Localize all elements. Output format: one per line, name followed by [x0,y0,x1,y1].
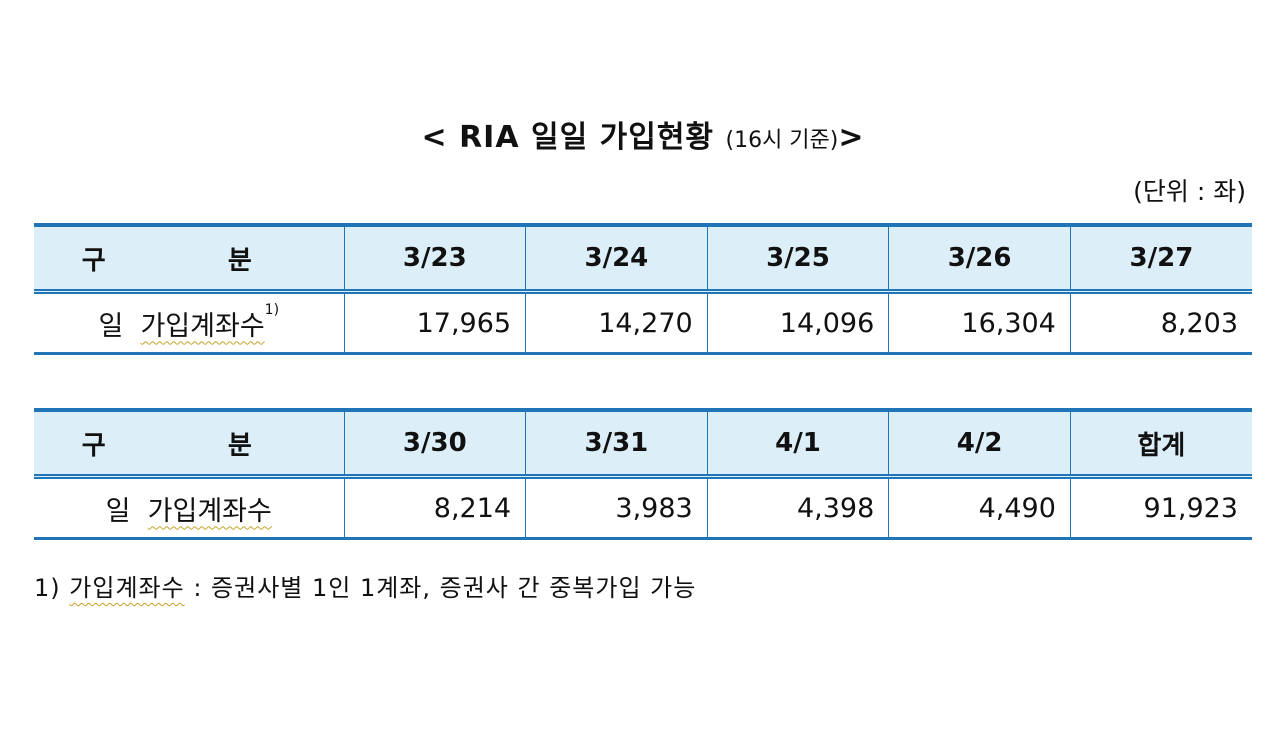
header-date: 3/26 [888,223,1071,294]
daily-signup-table-1: 구 분 3/23 3/24 3/25 3/26 3/27 일 가입계좌수1) 1… [34,223,1252,355]
table-row: 일 가입계좌수1) 17,965 14,270 14,096 16,304 8,… [34,291,1252,355]
footnote-term: 가입계좌수 [69,574,185,602]
header-date: 3/31 [525,408,708,479]
header-date: 3/23 [343,223,526,294]
daily-signup-table-2: 구 분 3/30 3/31 4/1 4/2 합계 일 가입계좌수 8,214 3… [34,408,1252,540]
title-main: < RIA 일일 가입현황 [421,120,715,155]
value-cell: 8,214 [343,476,526,540]
title-close: > [838,120,865,155]
header-row: 구 분 3/23 3/24 3/25 3/26 3/27 [34,223,1252,294]
header-date: 4/1 [706,408,889,479]
value-cell: 14,270 [525,291,708,355]
value-cell: 16,304 [888,291,1071,355]
value-cell: 17,965 [343,291,526,355]
header-date: 4/2 [888,408,1071,479]
header-category: 구 분 [34,408,344,479]
value-cell: 14,096 [706,291,889,355]
footnote-number: 1) [34,574,61,602]
row-label-term: 가입계좌수 [140,310,265,342]
value-cell: 8,203 [1069,291,1252,355]
header-date: 3/24 [525,223,708,294]
header-row: 구 분 3/30 3/31 4/1 4/2 합계 [34,408,1252,479]
footnote-text: : 증권사별 1인 1계좌, 증권사 간 중복가입 가능 [184,574,697,602]
value-cell: 4,398 [706,476,889,540]
header-date: 3/30 [343,408,526,479]
value-cell: 4,490 [888,476,1071,540]
title-basis: (16시 기준) [725,128,839,153]
table-row: 일 가입계좌수 8,214 3,983 4,398 4,490 91,923 [34,476,1252,540]
total-cell: 91,923 [1069,476,1252,540]
value-cell: 3,983 [525,476,708,540]
header-total: 합계 [1069,408,1252,479]
header-date: 3/25 [706,223,889,294]
row-label: 일 가입계좌수 [34,476,344,540]
footnote-marker: 1) [264,301,280,318]
header-date: 3/27 [1069,223,1252,294]
unit-note: (단위 : 좌) [1133,177,1246,206]
header-category: 구 분 [34,223,344,294]
row-label-term: 가입계좌수 [147,495,272,527]
page-title: < RIA 일일 가입현황 (16시 기준)> [0,112,1286,156]
row-label: 일 가입계좌수1) [34,291,344,355]
footnote: 1) 가입계좌수 : 증권사별 1인 1계좌, 증권사 간 중복가입 가능 [34,568,696,603]
